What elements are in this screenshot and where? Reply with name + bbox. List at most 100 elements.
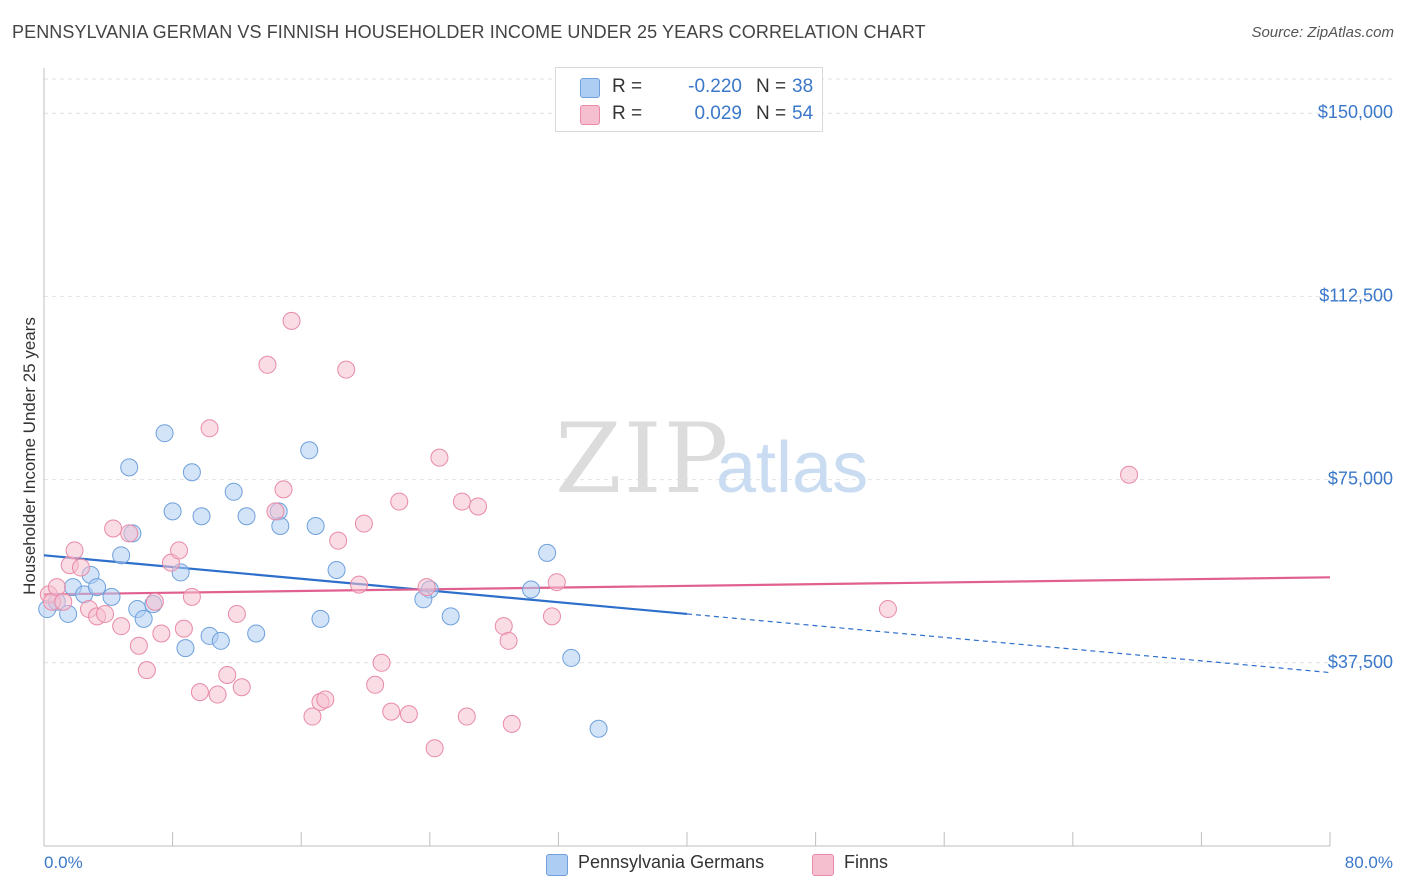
point-finns: [337, 360, 356, 379]
legend-swatch-pink: [580, 105, 600, 125]
point-pennsylvania-germans: [192, 507, 211, 526]
point-pennsylvania-germans: [211, 631, 230, 650]
legend-n-label: N =: [756, 76, 787, 97]
point-finns: [200, 419, 219, 438]
point-finns: [182, 587, 201, 606]
point-pennsylvania-germans: [589, 719, 608, 738]
point-finns: [174, 619, 193, 638]
point-finns: [350, 575, 369, 594]
point-finns: [137, 661, 156, 680]
y-tick-label: $112,500: [1319, 285, 1393, 305]
point-finns: [542, 607, 561, 626]
point-finns: [366, 675, 385, 694]
point-finns: [190, 683, 209, 702]
point-finns: [329, 531, 348, 550]
correlation-legend: R = -0.220 N = 38 R = 0.029 N = 54: [555, 67, 823, 132]
point-finns: [96, 604, 115, 623]
point-pennsylvania-germans: [182, 463, 201, 482]
point-pennsylvania-germans: [88, 578, 107, 597]
trend-line-finns: [43, 576, 1331, 596]
point-finns: [282, 311, 301, 330]
point-pennsylvania-germans: [102, 587, 121, 606]
point-finns: [417, 578, 436, 597]
data-points: [38, 311, 1139, 758]
watermark-zip: ZIP: [555, 403, 730, 515]
point-finns: [232, 678, 251, 697]
bottom-legend-label: Finns: [844, 852, 889, 872]
bottom-legend-swatch-blue: [546, 854, 568, 876]
y-tick-label: $37,500: [1328, 652, 1393, 672]
x-tick-label-left: 0.0%: [44, 853, 83, 872]
point-finns: [120, 524, 139, 543]
point-finns: [258, 355, 277, 374]
point-finns: [399, 705, 418, 724]
point-finns: [152, 624, 171, 643]
point-finns: [218, 666, 237, 685]
point-finns: [112, 617, 131, 636]
point-finns: [65, 541, 84, 560]
point-finns: [1120, 465, 1139, 484]
bottom-legend-swatch-pink: [812, 854, 834, 876]
point-pennsylvania-germans: [224, 482, 243, 501]
point-finns: [425, 739, 444, 758]
point-finns: [227, 604, 246, 623]
x-tick-label-right: 80.0%: [1345, 853, 1393, 872]
point-finns: [208, 685, 227, 704]
trend-line-extension-pennsylvania-germans: [686, 613, 1331, 674]
point-finns: [266, 502, 285, 521]
watermark-atlas: atlas: [716, 428, 868, 508]
point-pennsylvania-germans: [327, 560, 346, 579]
point-finns: [878, 600, 897, 619]
point-pennsylvania-germans: [311, 609, 330, 628]
point-finns: [303, 707, 322, 726]
legend-r-value: 0.029: [694, 103, 742, 124]
point-pennsylvania-germans: [306, 517, 325, 536]
tick-labels: $37,500 $75,000 $112,500 $150,000 0.0% 80.0%: [44, 102, 1393, 872]
point-finns: [54, 592, 73, 611]
point-pennsylvania-germans: [247, 624, 266, 643]
point-finns: [457, 707, 476, 726]
legend-swatch-blue: [580, 78, 600, 98]
legend-n-label: N =: [756, 103, 787, 124]
source-label: Source: ZipAtlas.com: [1251, 24, 1394, 41]
point-finns: [316, 690, 335, 709]
point-finns: [390, 492, 409, 511]
point-finns: [547, 573, 566, 592]
legend-r-value: -0.220: [688, 76, 742, 97]
y-axis-label: Householder Income Under 25 years: [20, 317, 39, 595]
point-finns: [274, 480, 293, 499]
point-finns: [170, 541, 189, 560]
axes: [43, 68, 1331, 847]
point-finns: [104, 519, 123, 538]
y-tick-label: $75,000: [1328, 469, 1393, 489]
grid-lines: [44, 78, 1395, 664]
point-pennsylvania-germans: [155, 424, 174, 443]
point-finns: [372, 653, 391, 672]
bottom-legend-label: Pennsylvania Germans: [578, 852, 765, 872]
point-pennsylvania-germans: [562, 648, 581, 667]
point-finns: [354, 514, 373, 533]
point-pennsylvania-germans: [237, 507, 256, 526]
point-finns: [430, 448, 449, 467]
point-finns: [502, 714, 521, 733]
y-tick-label: $150,000: [1318, 102, 1393, 122]
legend-n-value: 38: [792, 76, 814, 97]
point-finns: [452, 492, 471, 511]
point-pennsylvania-germans: [522, 580, 541, 599]
point-pennsylvania-germans: [120, 458, 139, 477]
point-finns: [382, 702, 401, 721]
chart-title: PENNSYLVANIA GERMAN VS FINNISH HOUSEHOLD…: [12, 22, 926, 42]
point-finns: [71, 558, 90, 577]
point-finns: [499, 631, 518, 650]
point-finns: [145, 592, 164, 611]
point-pennsylvania-germans: [163, 502, 182, 521]
point-pennsylvania-germans: [176, 639, 195, 658]
point-pennsylvania-germans: [300, 441, 319, 460]
point-finns: [129, 636, 148, 655]
point-pennsylvania-germans: [112, 546, 131, 565]
legend-r-label: R =: [612, 103, 643, 124]
point-finns: [469, 497, 488, 516]
legend-n-value: 54: [792, 103, 814, 124]
point-pennsylvania-germans: [134, 609, 153, 628]
